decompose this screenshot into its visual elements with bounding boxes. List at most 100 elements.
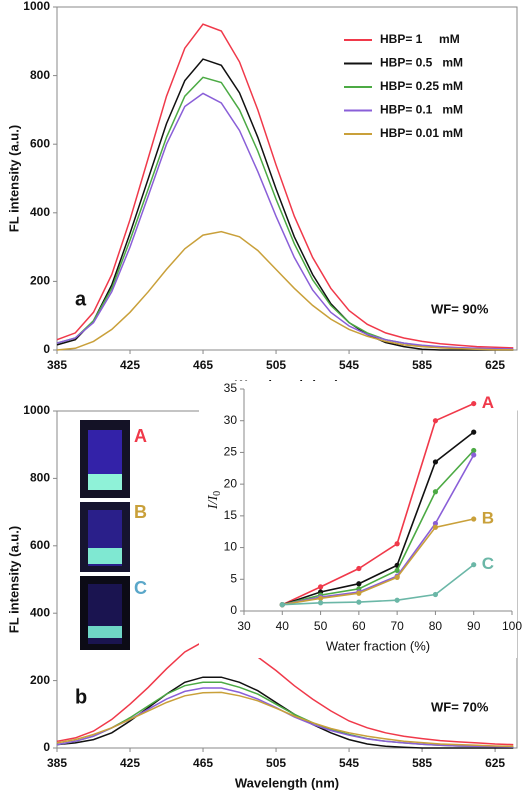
x-tick-label: 385 — [47, 358, 67, 372]
vial-c-liquid — [88, 626, 122, 638]
x-tick-label: 80 — [429, 619, 443, 633]
data-point — [432, 489, 439, 495]
y-tick-label: 200 — [30, 274, 50, 288]
legend-label: HBP= 0.5 mM — [380, 56, 463, 70]
x-tick-label: 70 — [390, 619, 404, 633]
x-tick-label: 545 — [339, 756, 359, 770]
y-tick-label: 30 — [224, 413, 238, 427]
x-tick-label: 385 — [47, 756, 67, 770]
series-label: C — [482, 554, 494, 573]
y-tick-label: 0 — [43, 342, 50, 356]
vial-photos — [80, 420, 130, 650]
x-tick-label: 545 — [339, 358, 359, 372]
data-point — [394, 597, 400, 603]
y-tick-label: 35 — [224, 381, 238, 395]
series-line — [56, 691, 514, 748]
y-axis-label-subscript: 0 — [212, 491, 223, 496]
y-tick-label: 0 — [43, 740, 50, 754]
data-point — [471, 400, 477, 407]
y-tick-label: 400 — [30, 205, 50, 219]
y-tick-label: 20 — [224, 476, 238, 490]
y-tick-label: 0 — [230, 603, 237, 617]
series-line — [56, 23, 514, 349]
x-tick-label: 625 — [485, 358, 505, 372]
y-axis-label: FL intensity (a.u.) — [6, 125, 21, 232]
x-tick-label: 90 — [467, 619, 481, 633]
series-line — [56, 230, 514, 351]
y-axis-label: FL intensity (a.u.) — [6, 526, 21, 633]
vial-a-liquid — [88, 474, 122, 490]
data-point — [432, 459, 439, 465]
legend-label: HBP= 0.25 mM — [380, 79, 463, 93]
x-tick-label: 505 — [266, 756, 286, 770]
data-point — [471, 562, 477, 568]
x-axis-label: Water fraction (%) — [326, 638, 430, 653]
y-tick-label: 10 — [224, 540, 238, 554]
data-point — [471, 429, 477, 435]
series-label: A — [482, 393, 494, 412]
data-point — [471, 447, 477, 454]
x-tick-label: 40 — [276, 619, 290, 633]
x-tick-label: 465 — [193, 756, 213, 770]
y-axis-label-main: I/I — [206, 495, 221, 511]
data-point — [432, 591, 439, 598]
data-point — [471, 516, 477, 522]
x-tick-label: 505 — [266, 358, 286, 372]
legend-label: HBP= 0.01 mM — [380, 126, 463, 140]
data-point — [317, 600, 324, 606]
data-point — [356, 590, 362, 596]
annotation: WF= 90% — [431, 301, 489, 316]
x-tick-label: 465 — [193, 358, 213, 372]
plot-frame — [56, 6, 518, 351]
x-axis-label: Wavelength (nm) — [235, 775, 339, 790]
series-line — [56, 92, 514, 350]
series-line — [282, 518, 474, 606]
data-point — [394, 541, 400, 547]
data-point — [317, 584, 324, 590]
legend-label: HBP= 0.1 mM — [380, 103, 463, 117]
x-tick-label: 50 — [314, 619, 328, 633]
x-tick-label: 585 — [412, 358, 432, 372]
data-point — [356, 565, 362, 572]
vial-label: C — [134, 578, 147, 598]
legend-label: HBP= 1 mM — [380, 32, 460, 46]
y-tick-label: 600 — [30, 136, 50, 150]
data-point — [432, 524, 439, 530]
data-point — [471, 452, 477, 458]
series-line — [56, 640, 514, 746]
series-line — [282, 449, 475, 606]
data-point — [432, 418, 439, 424]
data-point — [394, 574, 400, 580]
x-tick-label: 425 — [120, 756, 140, 770]
vial-b-liquid — [88, 548, 122, 564]
data-point — [394, 567, 400, 574]
data-point — [432, 520, 439, 527]
y-tick-label: 25 — [224, 445, 238, 459]
panel-label: a — [75, 288, 87, 310]
y-tick-label: 1000 — [23, 403, 50, 417]
series-line — [282, 454, 475, 606]
y-tick-label: 800 — [30, 68, 50, 82]
y-tick-label: 800 — [30, 471, 50, 485]
x-tick-label: 625 — [485, 756, 505, 770]
series-line — [282, 431, 475, 606]
y-tick-label: 15 — [224, 508, 238, 522]
y-tick-label: 600 — [30, 538, 50, 552]
x-tick-label: 425 — [120, 358, 140, 372]
inset-background — [199, 381, 517, 658]
x-tick-label: 30 — [237, 619, 251, 633]
x-tick-label: 585 — [412, 756, 432, 770]
vial-label: B — [134, 502, 147, 522]
y-tick-label: 1000 — [23, 0, 50, 13]
y-tick-label: 5 — [230, 571, 237, 585]
vial-label: A — [134, 426, 147, 446]
y-axis-label: I/I0 — [206, 491, 223, 510]
series-line — [282, 564, 475, 606]
x-tick-label: 100 — [502, 619, 522, 633]
y-tick-label: 400 — [30, 605, 50, 619]
series-line — [281, 402, 475, 606]
data-point — [356, 581, 362, 587]
y-tick-label: 200 — [30, 673, 50, 687]
data-point — [279, 602, 285, 608]
